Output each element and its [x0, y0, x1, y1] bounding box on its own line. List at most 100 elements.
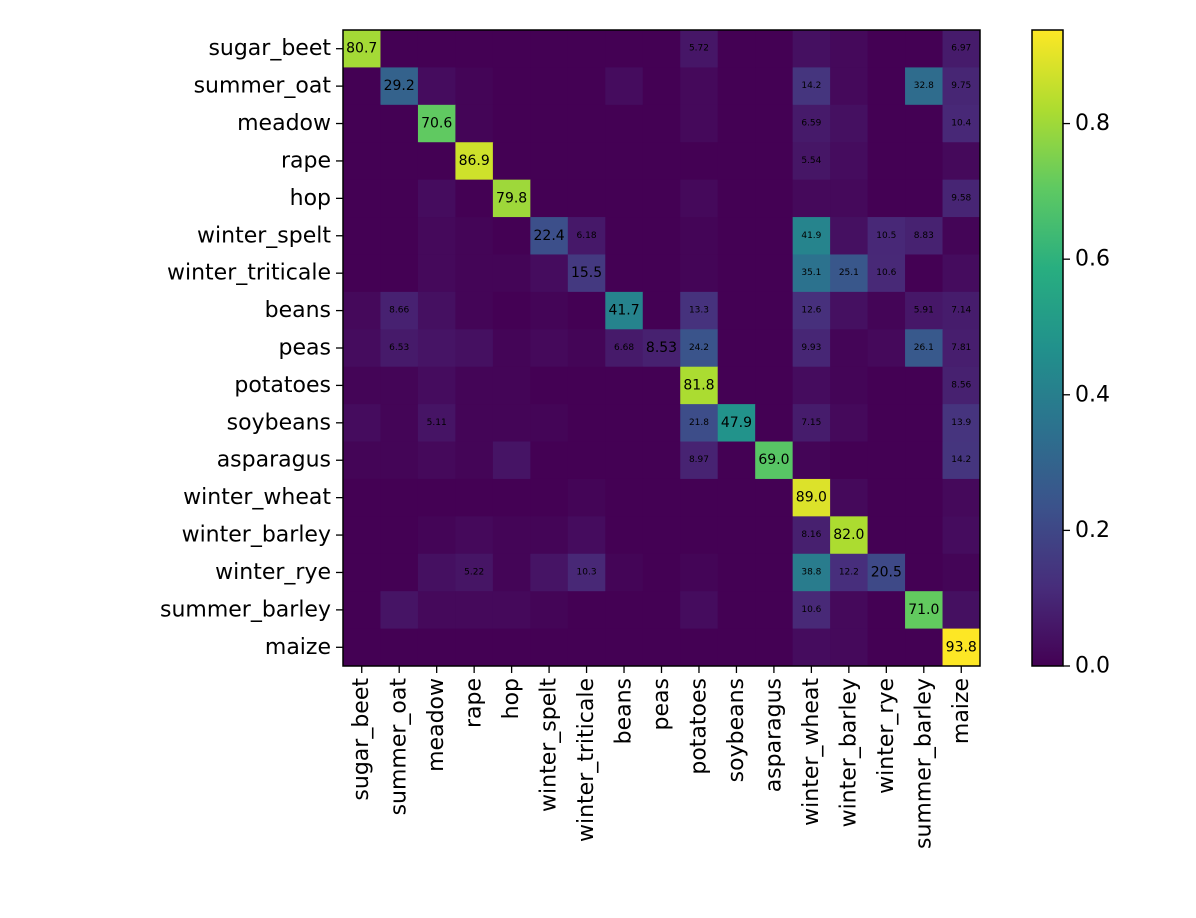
heatmap-cell — [717, 291, 756, 330]
heatmap-cell — [867, 67, 906, 106]
heatmap-cell — [717, 441, 756, 480]
heatmap-cell — [567, 404, 606, 443]
cell-value-label: 81.8 — [683, 377, 714, 393]
heatmap-cell — [717, 30, 756, 68]
heatmap-cell — [567, 142, 606, 181]
heatmap-cell — [755, 516, 794, 555]
heatmap-cell — [417, 329, 456, 368]
heatmap-cell — [717, 142, 756, 181]
heatmap-cell — [905, 516, 944, 555]
heatmap-cell — [530, 366, 569, 405]
heatmap-cell — [417, 104, 456, 143]
heatmap-cell — [717, 478, 756, 517]
heatmap-cell — [380, 441, 419, 480]
heatmap-cell — [680, 329, 719, 368]
heatmap-cell — [642, 441, 681, 480]
heatmap-cell — [905, 104, 944, 143]
cell-value-label: 69.0 — [758, 452, 789, 468]
heatmap-cell — [642, 179, 681, 218]
x-tick-label: meadow — [424, 678, 449, 772]
x-tick-label: asparagus — [761, 678, 786, 792]
heatmap-cell — [530, 254, 569, 293]
heatmap-cell — [343, 104, 381, 143]
heatmap-cell — [792, 478, 831, 517]
heatmap-cell — [380, 516, 419, 555]
cell-value-label: 10.6 — [876, 268, 896, 278]
heatmap-cell — [680, 478, 719, 517]
y-tick-label: peas — [279, 336, 331, 361]
heatmap-cell — [867, 254, 906, 293]
heatmap-cell — [492, 291, 531, 330]
cell-value-label: 38.8 — [801, 567, 821, 577]
heatmap-cell — [380, 591, 419, 630]
heatmap-cell — [867, 179, 906, 218]
heatmap-cell — [905, 217, 944, 255]
y-tick-label: meadow — [237, 111, 331, 136]
heatmap-cell — [680, 179, 719, 218]
colorbar — [1031, 29, 1064, 667]
heatmap-cell — [567, 553, 606, 592]
heatmap-cell — [867, 104, 906, 143]
heatmap-cell — [455, 142, 494, 181]
heatmap-cell — [417, 30, 456, 68]
heatmap-cell — [343, 142, 381, 181]
heatmap-cell — [680, 30, 719, 68]
heatmap-cell — [492, 441, 531, 480]
x-tick-label: summer_barley — [911, 678, 936, 849]
heatmap-cell — [905, 67, 944, 106]
cell-value-label: 86.9 — [459, 153, 490, 169]
heatmap-cell — [380, 329, 419, 368]
heatmap-cell — [792, 628, 831, 667]
heatmap-cell — [792, 104, 831, 143]
cell-value-label: 7.81 — [951, 343, 971, 353]
heatmap-cell — [605, 591, 644, 630]
cell-value-label: 6.53 — [389, 343, 409, 353]
x-axis-ticks: sugar_beet summer_oat meadow rape hop winter_… — [349, 666, 974, 849]
heatmap-cell — [680, 254, 719, 293]
heatmap-cell — [492, 67, 531, 106]
heatmap-cell — [830, 591, 869, 630]
cell-value-label: 14.2 — [951, 455, 971, 465]
heatmap-cell — [642, 104, 681, 143]
heatmap-cell — [530, 478, 569, 517]
colorbar-ticks: 0.0 0.2 0.4 0.6 0.8 — [1063, 111, 1110, 679]
heatmap-cell — [755, 329, 794, 368]
heatmap-cell — [830, 179, 869, 218]
y-tick-label: hop — [290, 186, 331, 211]
cell-value-label: 5.22 — [464, 567, 484, 577]
heatmap-cell — [755, 441, 794, 480]
heatmap-cell — [942, 591, 981, 630]
heatmap-cell — [343, 516, 381, 555]
heatmap-cell — [567, 478, 606, 517]
heatmap-cell — [830, 291, 869, 330]
heatmap-cell — [530, 30, 569, 68]
heatmap-cell — [530, 291, 569, 330]
heatmap-cell — [343, 217, 381, 255]
heatmap-cell — [492, 104, 531, 143]
heatmap-cell — [642, 254, 681, 293]
heatmap-cell — [417, 217, 456, 255]
heatmap-cell — [867, 291, 906, 330]
heatmap-cell — [642, 516, 681, 555]
cell-value-label: 41.7 — [608, 303, 639, 319]
heatmap-cell — [605, 291, 644, 330]
heatmap-cell — [830, 254, 869, 293]
cell-value-label: 10.6 — [801, 605, 821, 615]
cell-value-label: 32.8 — [914, 81, 934, 91]
heatmap-cell — [792, 366, 831, 405]
heatmap-cell — [717, 516, 756, 555]
heatmap-cell — [867, 329, 906, 368]
heatmap-cell — [417, 591, 456, 630]
heatmap-cell — [942, 291, 981, 330]
heatmap-cell — [867, 553, 906, 592]
heatmap-cell — [343, 254, 381, 293]
cell-value-label: 47.9 — [721, 415, 752, 431]
heatmap-cell — [942, 628, 981, 667]
heatmap-cell — [755, 30, 794, 68]
heatmap-cell — [492, 516, 531, 555]
heatmap-cell — [830, 329, 869, 368]
heatmap-cell — [455, 591, 494, 630]
heatmap-cell — [755, 478, 794, 517]
